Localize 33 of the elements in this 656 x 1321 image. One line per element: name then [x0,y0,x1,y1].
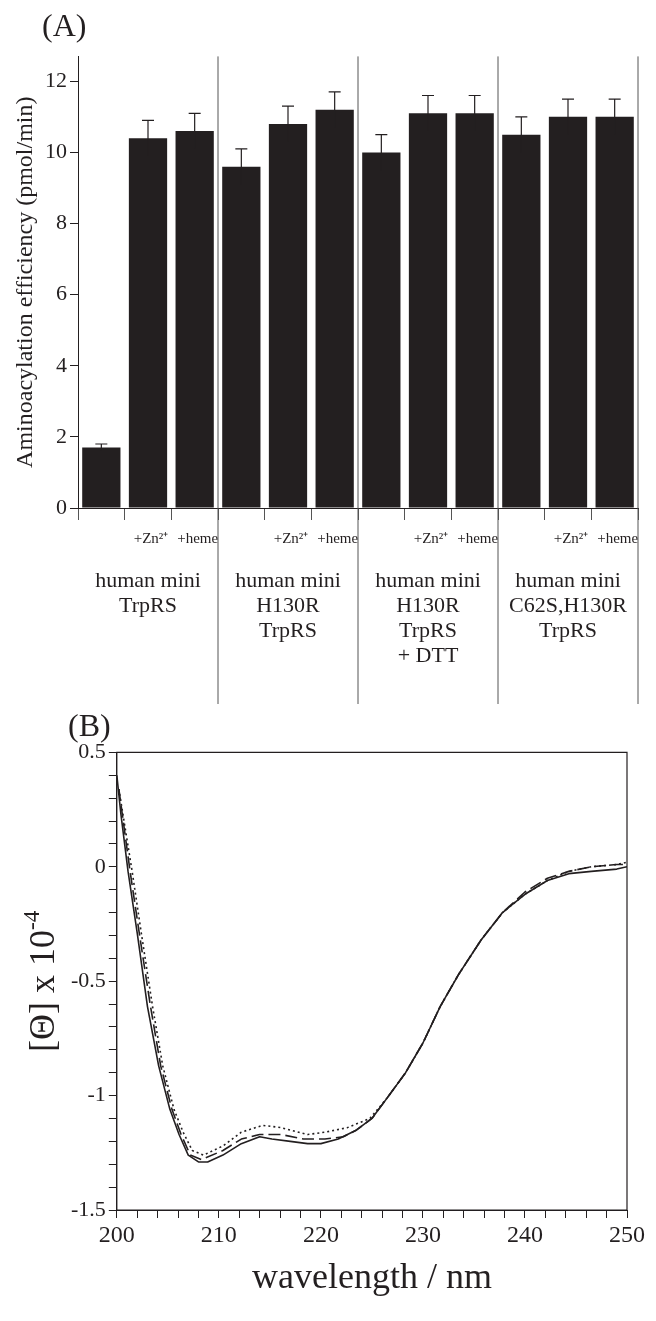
y-tick-label: 10 [45,138,67,164]
x-tick-label: +Zn²⁺ [413,529,449,546]
x-tick-label: +Zn²⁺ [133,529,169,546]
x-tick-label: 220 [302,1220,339,1247]
chart-title: (A) [42,6,87,43]
y-tick-label: 12 [45,67,67,93]
x-tick-label: 210 [200,1220,237,1247]
x-tick-label: +heme [457,529,499,546]
y-tick-label: 6 [56,280,67,306]
x-tick-label: +Zn²⁺ [553,529,589,546]
x-tick-label: +heme [317,529,359,546]
y-tick-label: 0 [56,493,67,519]
text: human mini C62S,H130R TrpRS [509,566,628,642]
y-tick-label: 2 [56,422,67,448]
x-tick-label: 240 [506,1220,543,1247]
x-axis-title: wavelength / nm [251,1255,492,1296]
x-tick-label: 200 [98,1220,135,1247]
text: human mini H130R TrpRS [235,566,341,642]
text: human mini H130R TrpRS + DTT [375,566,481,667]
y-tick-label: 0 [94,852,106,878]
y-tick-label: -0.5 [71,966,106,992]
x-tick-label: +heme [177,529,219,546]
x-tick-label: 250 [609,1220,645,1247]
y-tick-label: -1.5 [71,1195,106,1221]
x-tick-label: +heme [597,529,639,546]
y-axis-title: Aminoacylation efficiency (pmol/min) [11,96,38,468]
y-tick-label: 4 [56,351,67,377]
x-tick-label: +Zn²⁺ [273,529,309,546]
y-tick-label: -1 [87,1081,106,1107]
text: human mini TrpRS [95,566,201,617]
x-tick-label: 230 [404,1220,441,1247]
y-tick-label: 8 [56,209,67,235]
y-axis-title: [Θ] x 10-4 [18,910,62,1052]
